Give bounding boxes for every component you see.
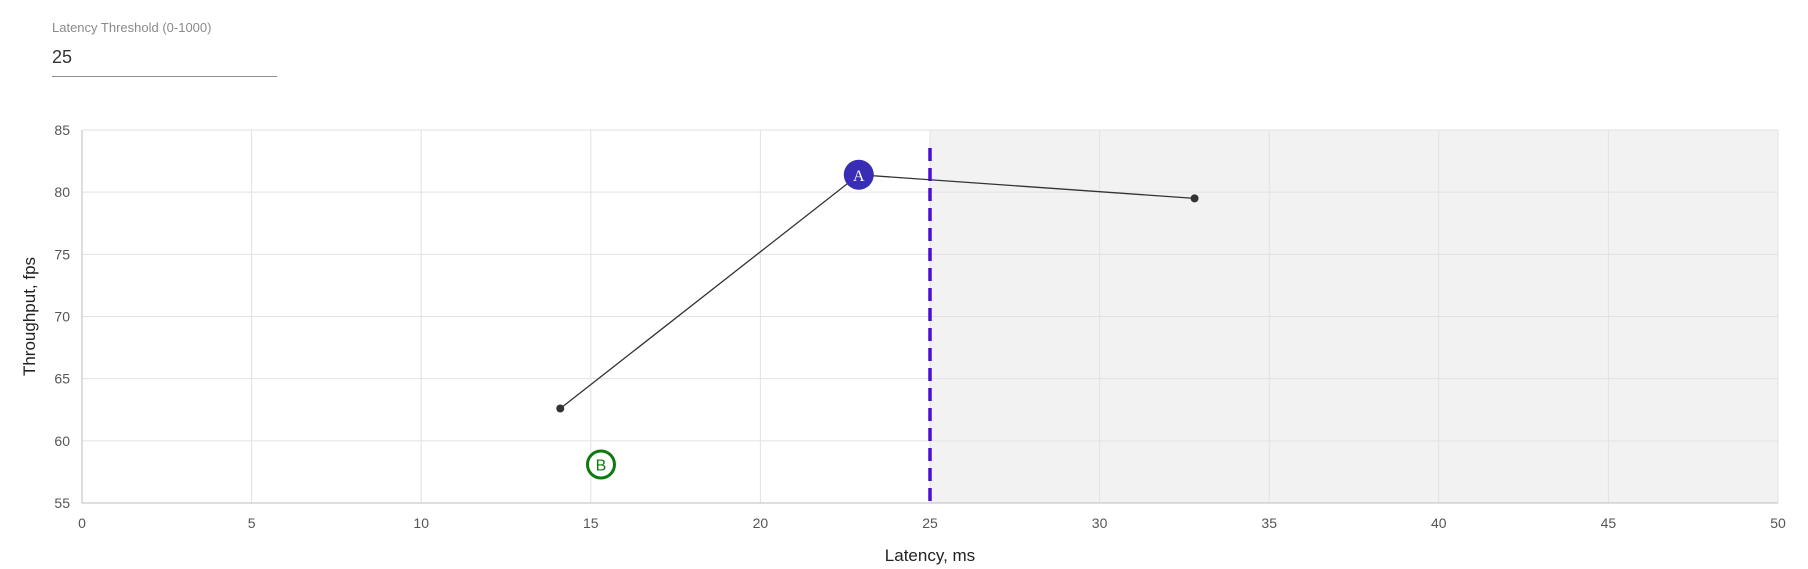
marker-label: B bbox=[596, 457, 607, 474]
marker-label: A bbox=[853, 168, 865, 185]
x-tick-label: 30 bbox=[1092, 515, 1108, 531]
y-tick-label: 80 bbox=[54, 184, 70, 200]
y-tick-label: 85 bbox=[54, 122, 70, 138]
y-axis-title: Throughput, fps bbox=[20, 257, 39, 376]
x-tick-label: 45 bbox=[1601, 515, 1617, 531]
y-tick-label: 60 bbox=[54, 433, 70, 449]
marker-circle bbox=[585, 449, 616, 480]
x-tick-label: 50 bbox=[1770, 515, 1786, 531]
x-tick-label: 25 bbox=[922, 515, 938, 531]
marker-layer: AB bbox=[585, 159, 874, 480]
x-tick-label: 0 bbox=[78, 515, 86, 531]
y-tick-label: 55 bbox=[54, 495, 70, 511]
x-axis-title: Latency, ms bbox=[885, 546, 975, 565]
y-tick-label: 75 bbox=[54, 246, 70, 262]
x-tick-label: 35 bbox=[1261, 515, 1277, 531]
x-tick-label: 20 bbox=[753, 515, 769, 531]
y-tick-label: 65 bbox=[54, 371, 70, 387]
x-tick-label: 15 bbox=[583, 515, 599, 531]
latency-threshold-label: Latency Threshold (0-1000) bbox=[52, 20, 212, 35]
series-point bbox=[1190, 194, 1199, 203]
marker-b: B bbox=[585, 449, 616, 480]
marker-a: A bbox=[843, 159, 874, 190]
axis-layer: 0 5 10 15 20 25 30 35 40 45 50 55 60 65 70 75 80 85 bbox=[54, 122, 1786, 531]
x-tick-label: 10 bbox=[413, 515, 429, 531]
series-point bbox=[556, 404, 565, 413]
x-tick-label: 5 bbox=[248, 515, 256, 531]
marker-circle bbox=[843, 159, 874, 190]
x-tick-label: 40 bbox=[1431, 515, 1447, 531]
latency-threshold-control: Latency Threshold (0-1000) bbox=[52, 20, 277, 77]
y-tick-label: 70 bbox=[54, 309, 70, 325]
latency-threshold-input[interactable] bbox=[52, 45, 277, 77]
